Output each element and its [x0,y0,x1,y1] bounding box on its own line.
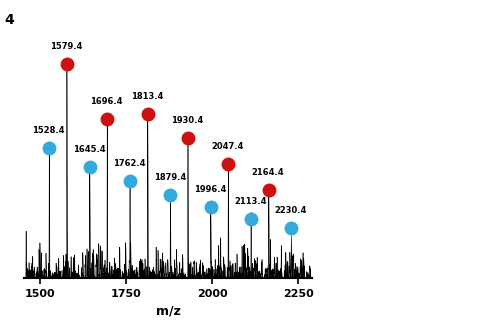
Text: 4: 4 [5,13,14,27]
Text: 2047.4: 2047.4 [212,142,244,151]
Text: 1879.4: 1879.4 [154,173,186,182]
X-axis label: m/z: m/z [156,304,180,317]
Text: 1645.4: 1645.4 [72,145,105,154]
Text: 1996.4: 1996.4 [194,185,226,194]
Text: 1579.4: 1579.4 [50,42,83,52]
Text: 1813.4: 1813.4 [131,92,163,101]
Text: 1762.4: 1762.4 [113,159,145,168]
Text: 1930.4: 1930.4 [171,116,204,125]
Text: 2230.4: 2230.4 [275,206,307,215]
Text: 2113.4: 2113.4 [234,197,267,206]
Text: 1528.4: 1528.4 [32,125,65,135]
Text: 1696.4: 1696.4 [90,97,123,106]
Text: 2164.4: 2164.4 [252,168,284,177]
